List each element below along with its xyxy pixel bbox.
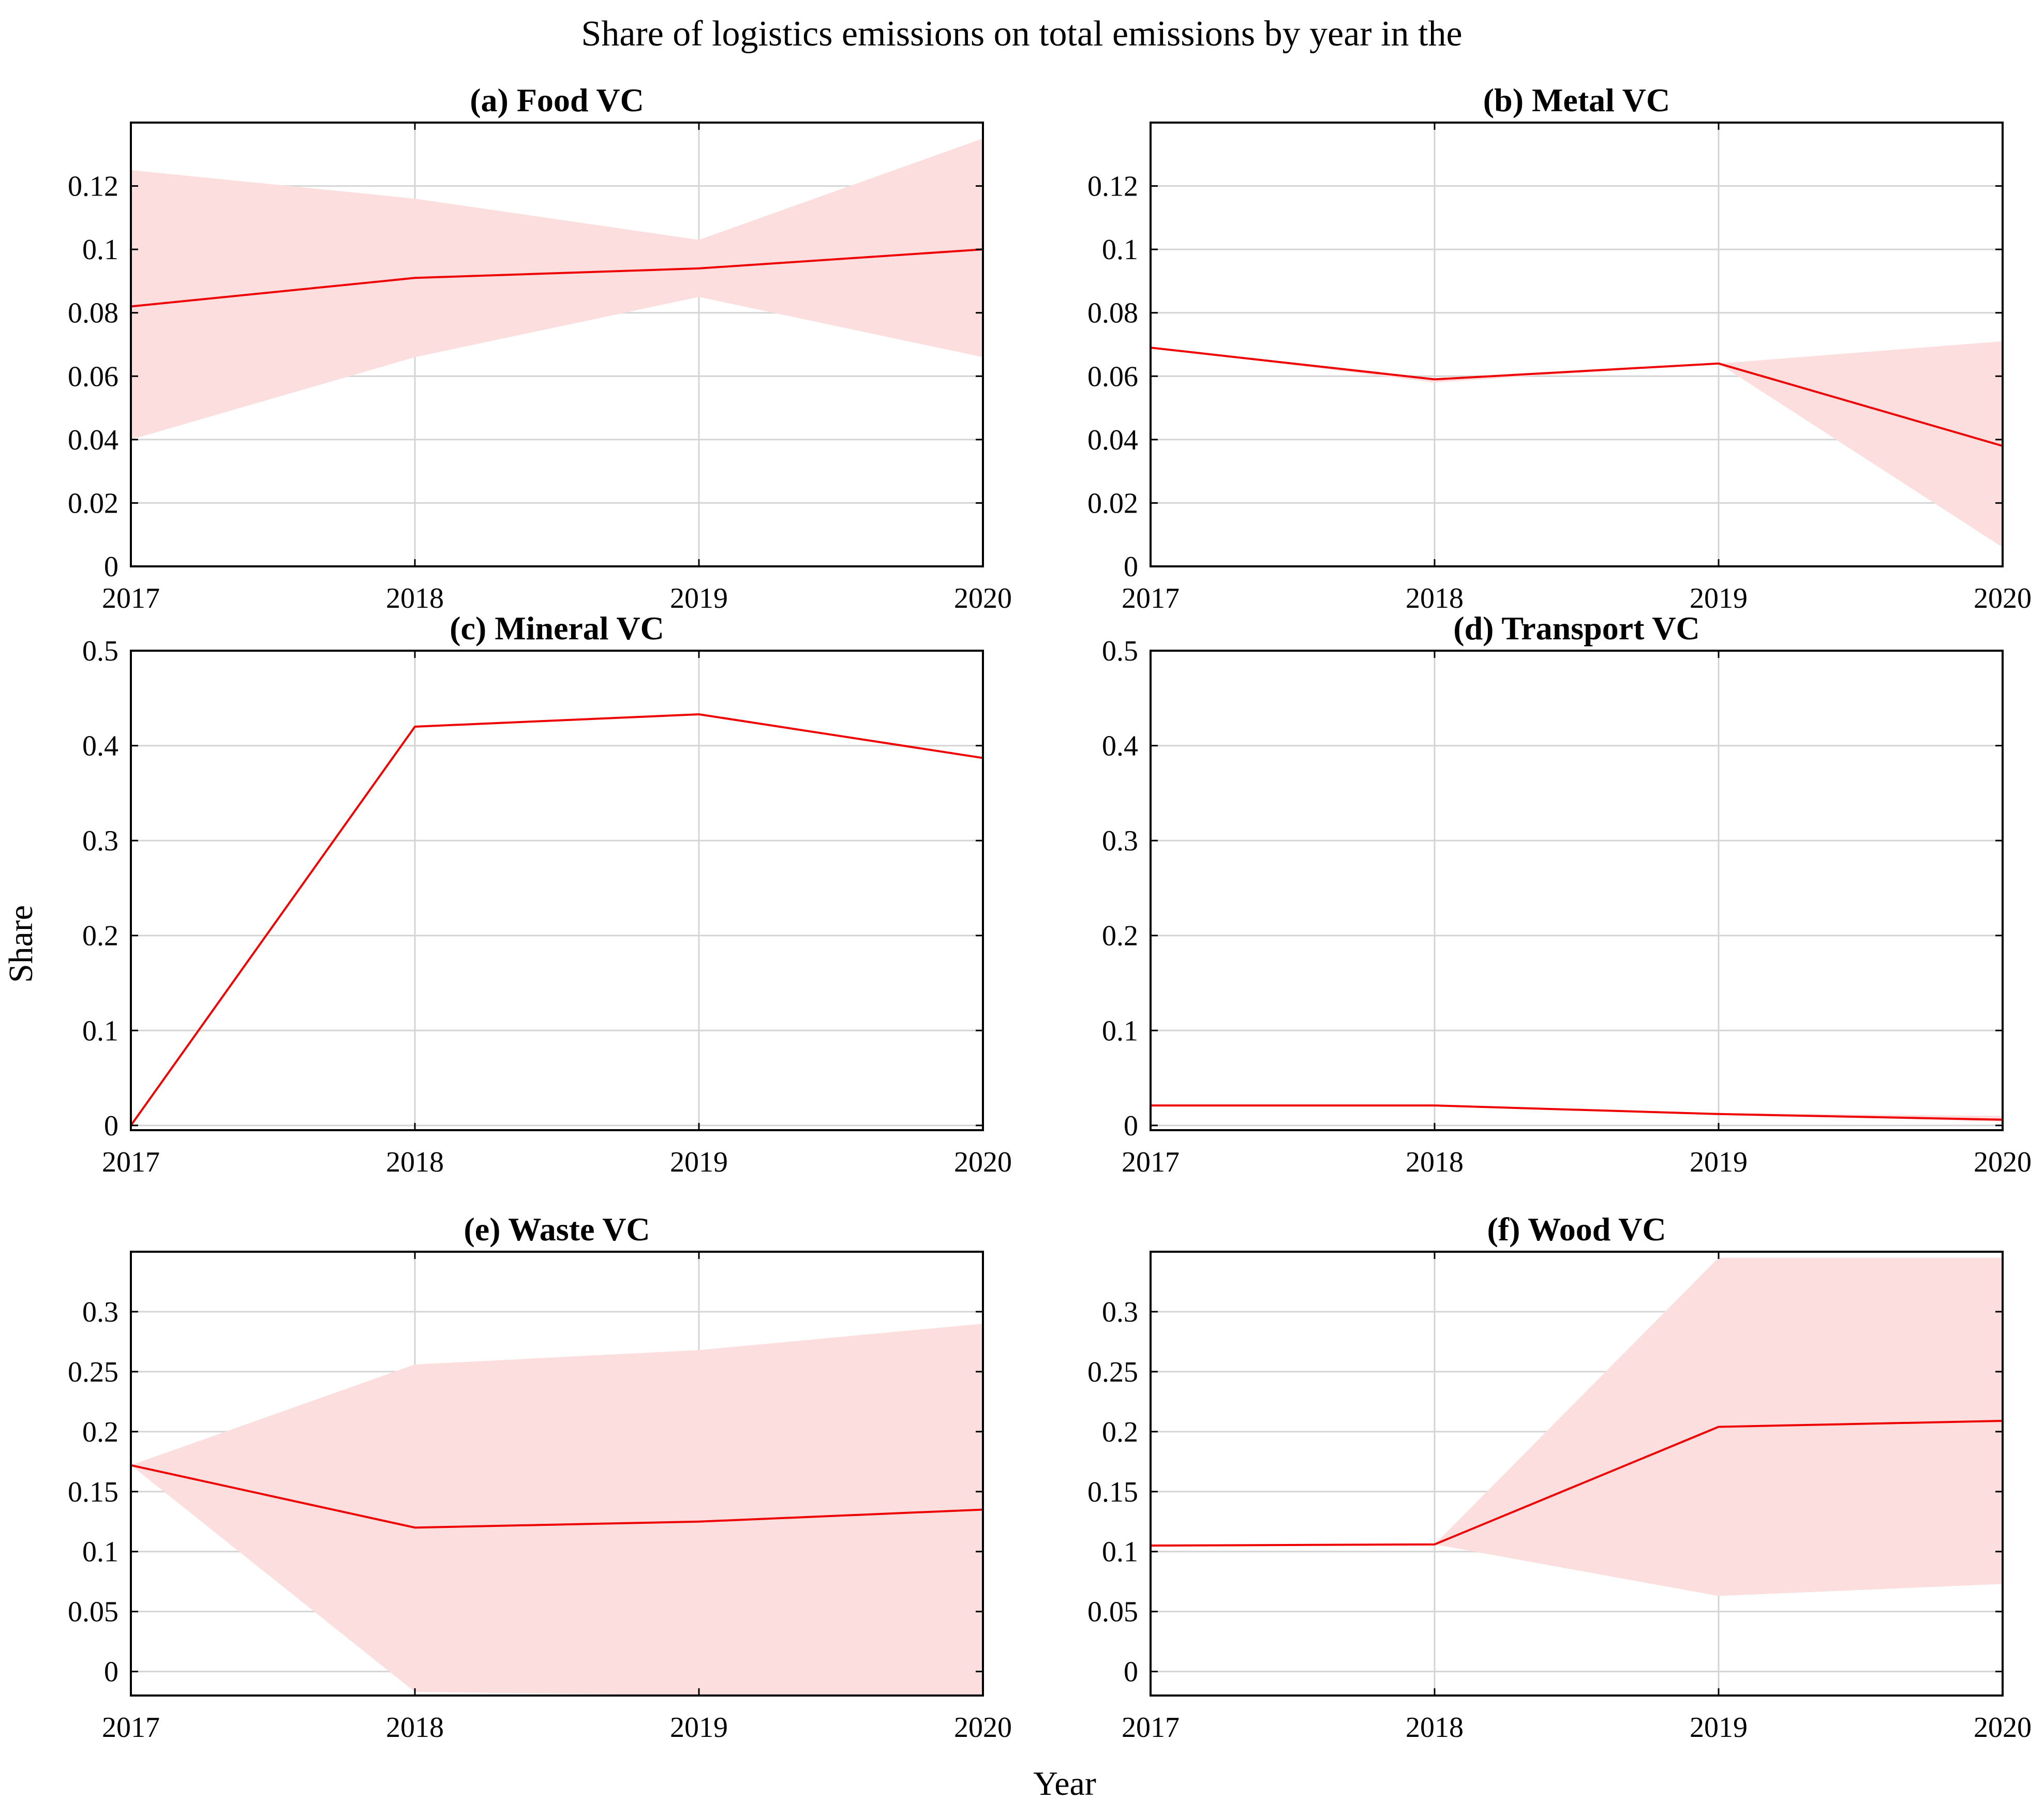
axes-frame bbox=[130, 122, 984, 567]
y-tick-label: 0.2 bbox=[1102, 1416, 1138, 1448]
series-line bbox=[1150, 1419, 2003, 1547]
y-tick-label: 0.1 bbox=[1102, 234, 1138, 266]
y-tick-label: 0.25 bbox=[68, 1356, 118, 1388]
x-tick-label: 2020 bbox=[954, 1146, 1012, 1178]
y-tick-label: 0.4 bbox=[82, 730, 118, 762]
axes-frame bbox=[1150, 650, 2004, 1131]
panel-c: (c) Mineral VC 0 0.1 0.2 0.3 0.4 0.5 2017 2018 20… bbox=[82, 610, 1012, 1178]
y-tick-label: 0.5 bbox=[82, 635, 118, 667]
panel-a: (a) Food VC 0 0.02 0.04 0.06 0.08 0.1 0.12 2017 2… bbox=[68, 82, 1012, 614]
x-tick-label: 2019 bbox=[1690, 1712, 1748, 1744]
y-tick-label: 0.1 bbox=[82, 234, 118, 266]
y-tick-label: 0.2 bbox=[1102, 920, 1138, 952]
series-line bbox=[1150, 347, 2003, 447]
x-tick-label: 2018 bbox=[386, 1146, 444, 1178]
panel-e: (e) Waste VC 0 0.05 0.1 0.15 0.2 0.25 0.3 2017 20… bbox=[68, 1211, 1012, 1744]
x-tick-label: 2018 bbox=[386, 582, 444, 614]
y-tick-label: 0.5 bbox=[1102, 635, 1138, 667]
x-tick-label: 2020 bbox=[954, 582, 1012, 614]
panel-title: (f) Wood VC bbox=[1487, 1211, 1666, 1248]
y-tick-label: 0.4 bbox=[1102, 730, 1138, 762]
x-tick-label: 2019 bbox=[670, 582, 728, 614]
y-tick-label: 0.02 bbox=[68, 487, 118, 519]
panels: (a) Food VC 0 0.02 0.04 0.06 0.08 0.1 0.12 2017 2… bbox=[68, 82, 2032, 1744]
y-tick-label: 0.05 bbox=[68, 1596, 118, 1628]
x-tick-label: 2020 bbox=[1974, 1712, 2032, 1744]
y-tick-label: 0 bbox=[104, 1656, 118, 1688]
y-tick-label: 0 bbox=[104, 551, 118, 583]
y-tick-label: 0.12 bbox=[68, 171, 118, 203]
y-tick-label: 0.02 bbox=[1087, 487, 1138, 519]
y-axis-label: Share bbox=[2, 905, 40, 983]
y-tick-label: 0.04 bbox=[1087, 424, 1138, 456]
series-line bbox=[130, 248, 983, 308]
x-tick-label: 2020 bbox=[1974, 1146, 2032, 1178]
uncertainty-band bbox=[131, 138, 983, 440]
uncertainty-band bbox=[131, 1324, 983, 1696]
axes-frame bbox=[1150, 1251, 2004, 1697]
y-tick-label: 0.1 bbox=[82, 1015, 118, 1047]
y-tick-label: 0.3 bbox=[1102, 825, 1138, 857]
panel-title: (d) Transport VC bbox=[1453, 610, 1700, 647]
x-tick-label: 2019 bbox=[670, 1146, 728, 1178]
x-tick-label: 2018 bbox=[1406, 582, 1464, 614]
panel-f: (f) Wood VC 0 0.05 0.1 0.15 0.2 0.25 0.3 2017 201… bbox=[1087, 1211, 2032, 1744]
x-tick-label: 2019 bbox=[670, 1712, 728, 1744]
y-tick-label: 0.04 bbox=[68, 424, 118, 456]
y-tick-label: 0.1 bbox=[82, 1536, 118, 1568]
y-tick-label: 0 bbox=[104, 1110, 118, 1142]
x-tick-label: 2018 bbox=[386, 1712, 444, 1744]
panel-title: (b) Metal VC bbox=[1483, 82, 1670, 118]
x-tick-label: 2020 bbox=[954, 1712, 1012, 1744]
panel-d: (d) Transport VC 0 0.1 0.2 0.3 0.4 0.5 2017 2018… bbox=[1102, 610, 2032, 1178]
series-line bbox=[130, 1464, 983, 1529]
uncertainty-band bbox=[131, 714, 983, 1126]
axes-frame bbox=[130, 1251, 984, 1697]
x-tick-label: 2017 bbox=[1122, 582, 1180, 614]
y-tick-label: 0.1 bbox=[1102, 1536, 1138, 1568]
y-tick-label: 0 bbox=[1124, 551, 1138, 583]
uncertainty-band bbox=[1151, 1257, 2003, 1596]
y-tick-label: 0.1 bbox=[1102, 1015, 1138, 1047]
y-tick-label: 0.25 bbox=[1087, 1356, 1138, 1388]
y-tick-label: 0.05 bbox=[1087, 1596, 1138, 1628]
uncertainty-band bbox=[1151, 341, 2003, 548]
panel-title: (e) Waste VC bbox=[464, 1211, 650, 1248]
y-tick-label: 0.2 bbox=[82, 920, 118, 952]
x-tick-label: 2017 bbox=[102, 1712, 160, 1744]
x-tick-label: 2020 bbox=[1974, 582, 2032, 614]
x-tick-label: 2017 bbox=[1122, 1146, 1180, 1178]
y-tick-label: 0.08 bbox=[68, 297, 118, 329]
x-axis-label: Year bbox=[1033, 1765, 1096, 1803]
y-tick-label: 0.3 bbox=[82, 825, 118, 857]
uncertainty-band bbox=[1151, 1104, 2003, 1122]
panel-b: (b) Metal VC 0 0.02 0.04 0.06 0.08 0.1 0.12 2017… bbox=[1087, 82, 2032, 614]
series-line bbox=[1151, 1104, 2003, 1121]
y-tick-label: 0.06 bbox=[68, 361, 118, 393]
axes-frame bbox=[1150, 122, 2004, 567]
panel-title: (a) Food VC bbox=[470, 82, 644, 118]
panel-title: (c) Mineral VC bbox=[450, 610, 664, 647]
x-tick-label: 2019 bbox=[1690, 582, 1748, 614]
x-tick-label: 2018 bbox=[1406, 1712, 1464, 1744]
y-tick-label: 0.06 bbox=[1087, 361, 1138, 393]
y-tick-label: 0.12 bbox=[1087, 171, 1138, 203]
figure-title: Share of logistics emissions on total em… bbox=[581, 14, 1462, 54]
y-tick-label: 0 bbox=[1124, 1656, 1138, 1688]
axes-frame bbox=[130, 650, 984, 1131]
x-tick-label: 2017 bbox=[102, 582, 160, 614]
y-tick-label: 0.15 bbox=[1087, 1476, 1138, 1508]
y-tick-label: 0.08 bbox=[1087, 297, 1138, 329]
x-tick-label: 2018 bbox=[1406, 1146, 1464, 1178]
y-tick-label: 0.2 bbox=[82, 1416, 118, 1448]
x-tick-label: 2017 bbox=[102, 1146, 160, 1178]
x-tick-label: 2019 bbox=[1690, 1146, 1748, 1178]
y-tick-label: 0.3 bbox=[1102, 1296, 1138, 1328]
x-tick-label: 2017 bbox=[1122, 1712, 1180, 1744]
y-tick-label: 0.3 bbox=[82, 1296, 118, 1328]
y-tick-label: 0.15 bbox=[68, 1476, 118, 1508]
series-line bbox=[130, 713, 983, 1126]
y-tick-label: 0 bbox=[1124, 1110, 1138, 1142]
